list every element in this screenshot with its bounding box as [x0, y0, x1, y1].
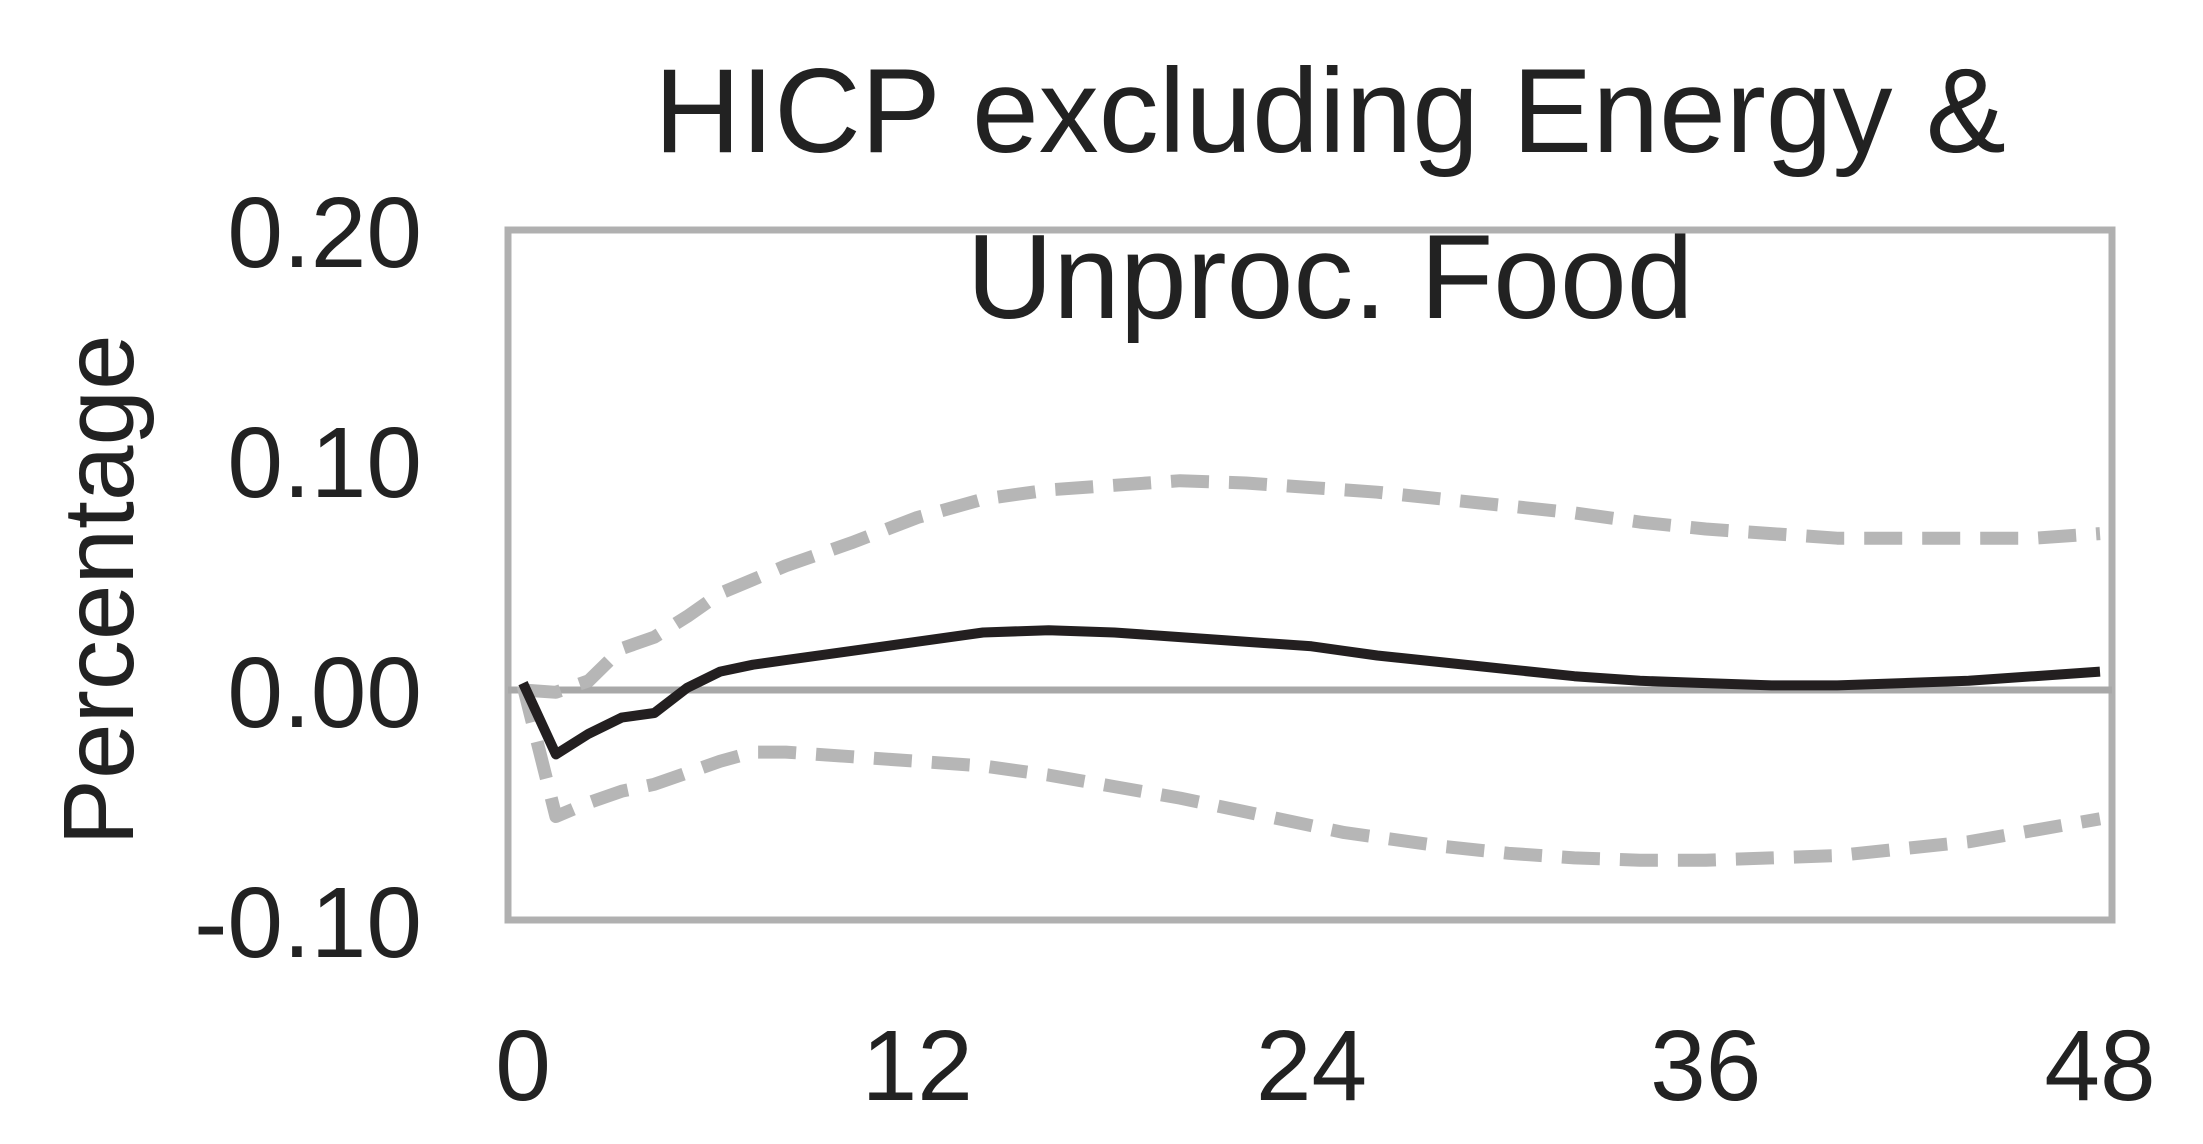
y-tick-label: 0.00	[227, 637, 422, 749]
x-tick-labels: 0 12 24 36 48	[495, 1010, 2155, 1122]
median-line	[518, 625, 2101, 760]
upper-band-line	[522, 474, 2101, 699]
y-tick-labels: 0.20 0.10 0.00 -0.10	[194, 177, 422, 979]
lower-band-line	[516, 683, 2102, 867]
x-tick-label: 24	[1256, 1010, 1367, 1122]
plot-frame	[504, 226, 2116, 924]
x-tick-label: 0	[495, 1010, 551, 1122]
x-tick-label: 48	[2044, 1010, 2155, 1122]
y-axis-label: Percentage	[43, 334, 155, 845]
chart-title-line-1: HICP excluding Energy &	[654, 44, 2006, 178]
x-tick-label: 12	[862, 1010, 973, 1122]
y-tick-label: 0.20	[227, 177, 422, 289]
series-layer	[516, 474, 2102, 867]
x-tick-label: 36	[1650, 1010, 1761, 1122]
y-tick-label: -0.10	[194, 867, 422, 979]
y-tick-label: 0.10	[227, 407, 422, 519]
